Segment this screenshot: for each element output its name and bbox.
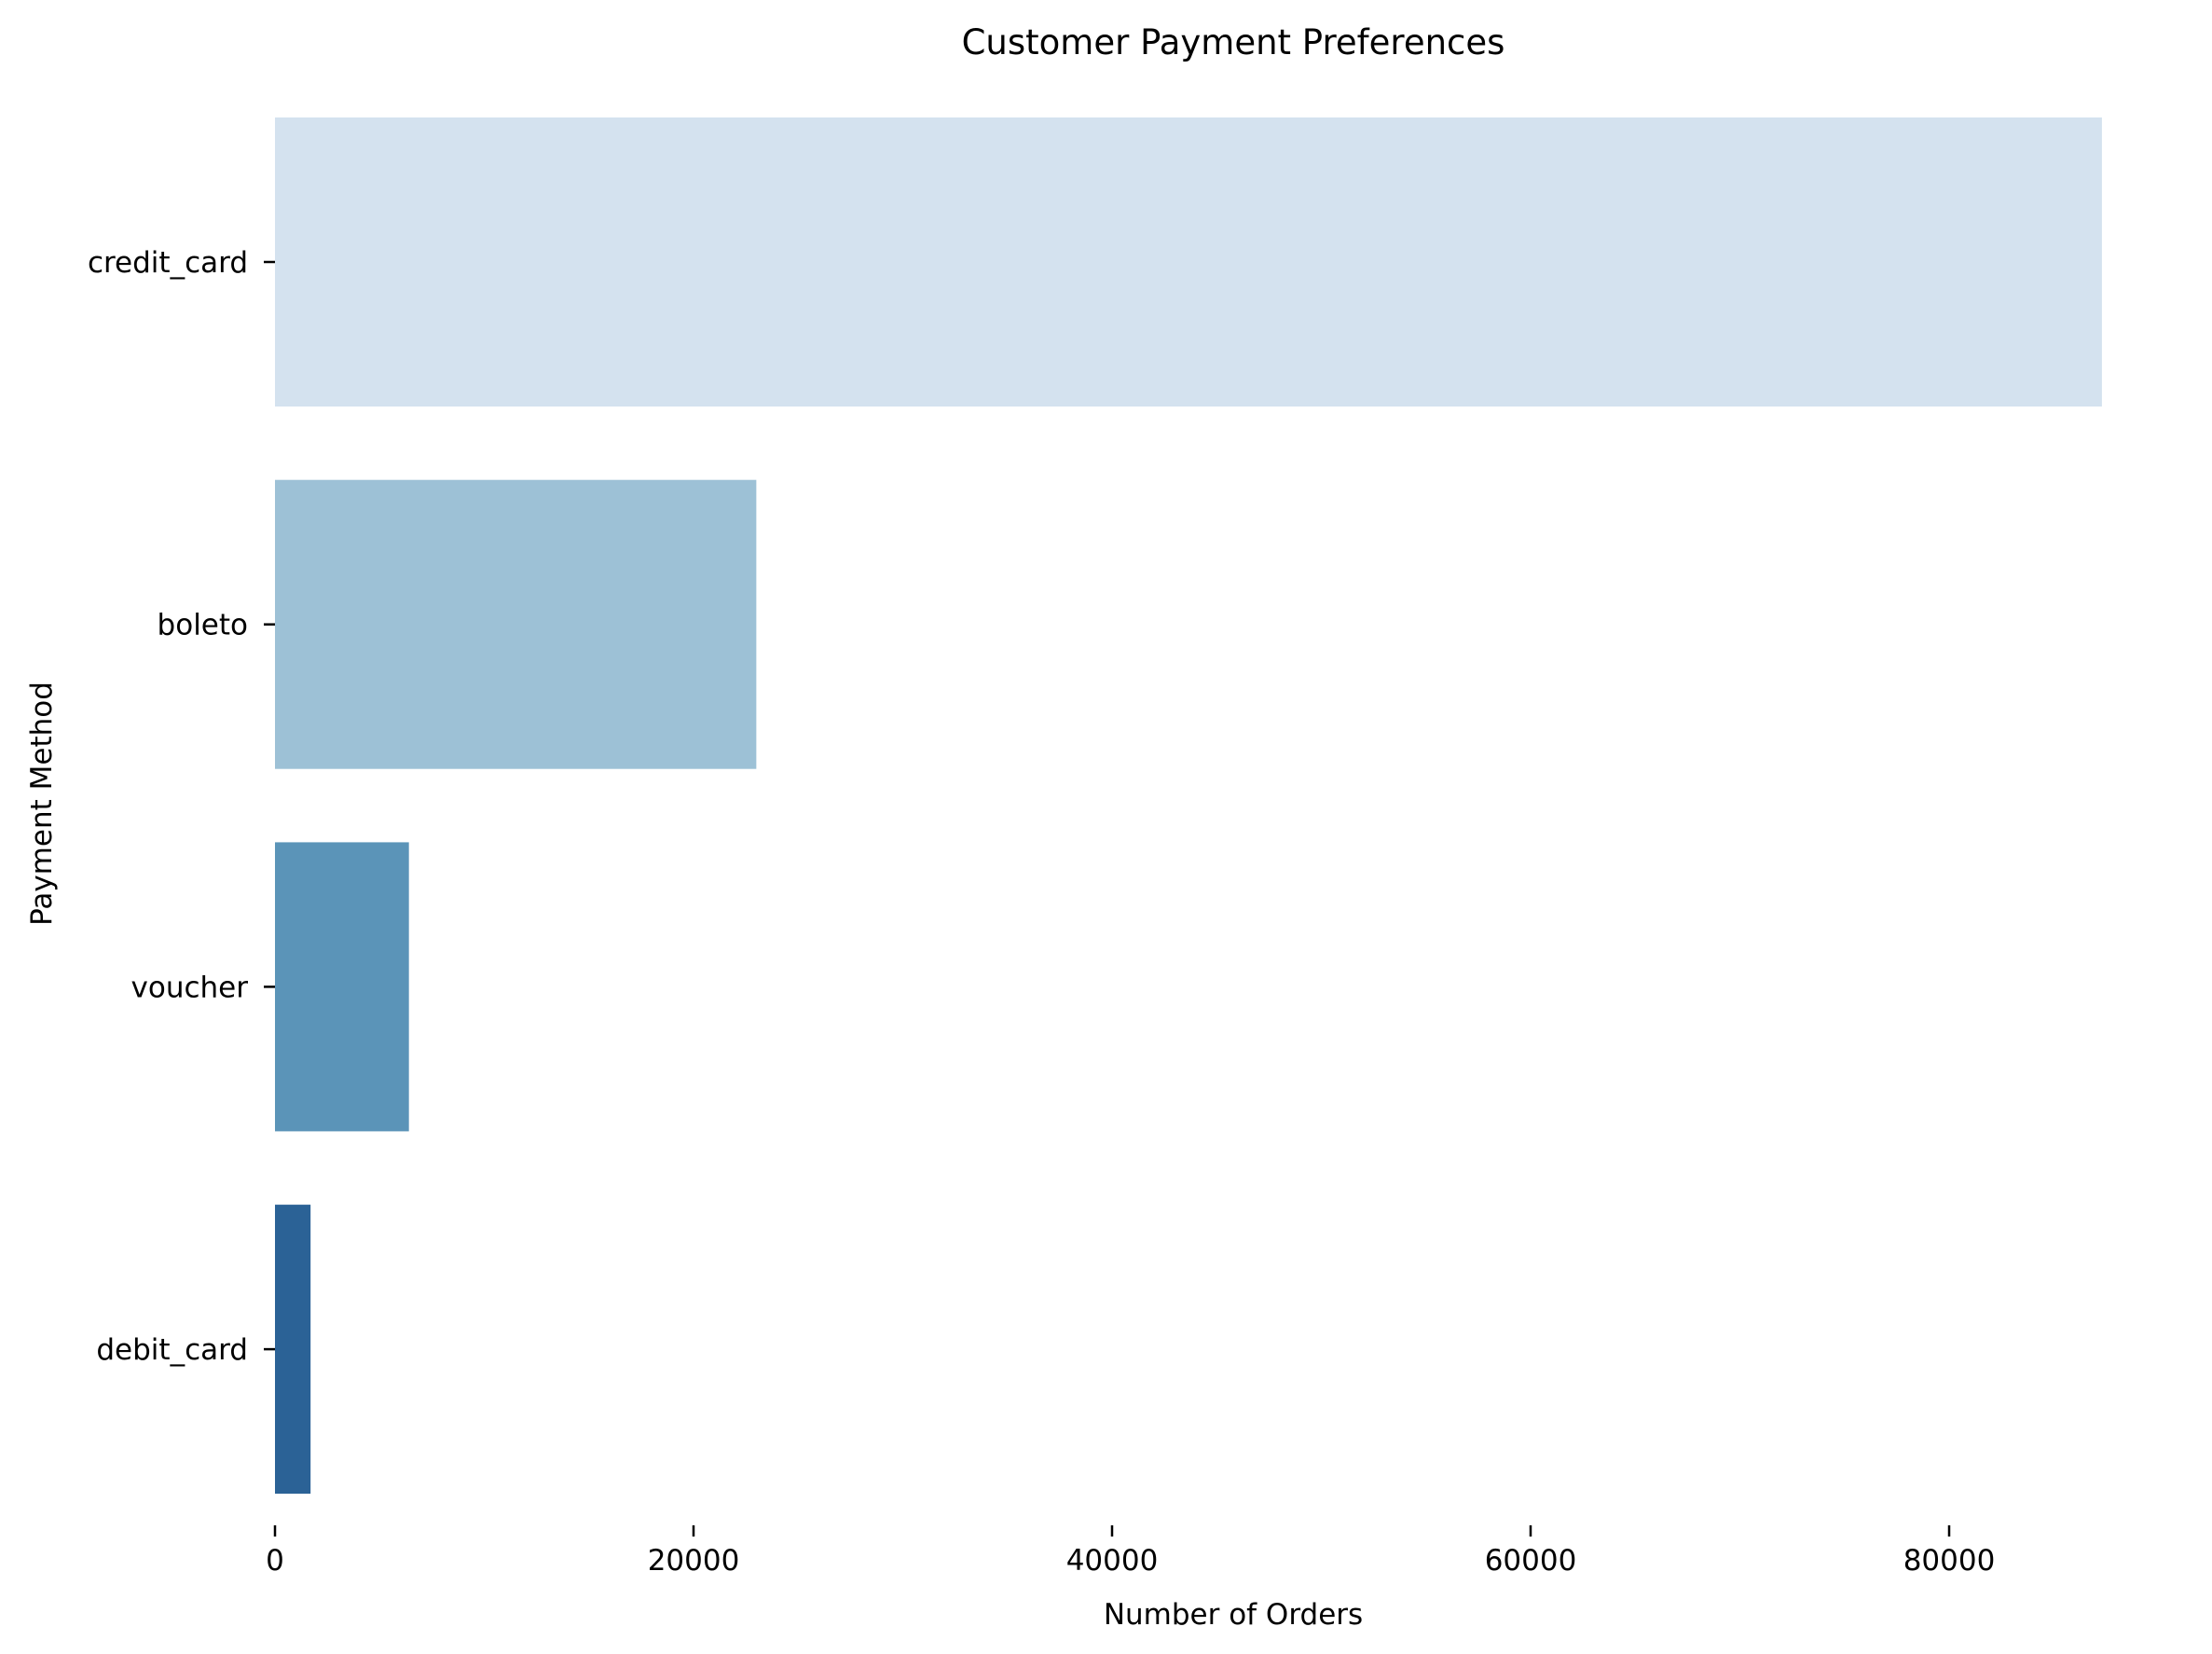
- bar-boleto: [275, 479, 757, 769]
- x-tick-label: 60000: [1485, 1544, 1577, 1578]
- y-axis-label: Payment Method: [25, 682, 59, 926]
- x-tick-label: 40000: [1066, 1544, 1159, 1578]
- x-axis-label: Number of Orders: [1104, 1598, 1363, 1632]
- x-tick-label: 0: [266, 1544, 284, 1578]
- bar-voucher: [275, 842, 409, 1132]
- bar-debit-card: [275, 1205, 311, 1495]
- x-tick-label: 20000: [648, 1544, 740, 1578]
- chart-title: Customer Payment Preferences: [962, 22, 1505, 62]
- bars: [275, 117, 2102, 1495]
- y-tick-label: credit_card: [88, 246, 248, 280]
- x-axis: 0 20000 40000 60000 80000: [266, 1525, 1995, 1578]
- y-tick-label: boleto: [158, 609, 248, 642]
- y-tick-label: debit_card: [96, 1333, 248, 1367]
- x-tick-label: 80000: [1903, 1544, 1996, 1578]
- bar-credit-card: [275, 117, 2102, 407]
- y-tick-label: voucher: [131, 971, 249, 1004]
